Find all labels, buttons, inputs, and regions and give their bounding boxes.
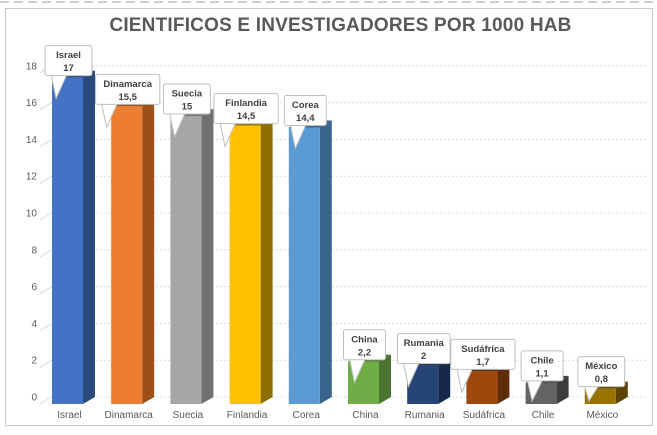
x-axis-label-china: China: [352, 410, 379, 421]
bar-side-face: [438, 358, 451, 404]
callout-value: 2,2: [358, 347, 371, 358]
x-axis-label-suecia: Suecia: [173, 410, 204, 421]
bar-front-face: [288, 127, 320, 405]
callout-box: [450, 338, 516, 370]
bar-suecia: [170, 109, 214, 404]
y-axis: 0 2 4 6 8 10 12 14 16 18: [26, 61, 38, 403]
bar-side-face: [556, 375, 569, 404]
callout-box: [396, 333, 451, 365]
bar-side-face: [615, 381, 628, 404]
data-label-finlandia: Finlandia 14,5: [213, 93, 279, 149]
bar-side-face: [497, 364, 510, 404]
callout-value: 2: [421, 351, 426, 362]
bar-front-face: [170, 116, 202, 404]
callout-category: China: [351, 334, 378, 345]
x-axis-label-chile: Chile: [532, 410, 555, 421]
gridline-diagonal: [39, 396, 53, 405]
bar-side-face: [319, 120, 332, 405]
callout-category: Sudáfrica: [461, 344, 505, 355]
x-axis-label-israel: Israel: [57, 410, 81, 421]
bar-finlandia: [229, 118, 273, 404]
callout-category: México: [585, 361, 617, 372]
bar-front-face: [466, 371, 498, 404]
callout-category: Rumania: [404, 338, 445, 349]
y-axis-tick-10: 10: [26, 209, 38, 220]
x-axis: Israel Dinamarca Suecia Finlandia Corea China…: [57, 410, 618, 421]
callout-category: Suecia: [172, 89, 203, 100]
callout-box: [44, 45, 93, 77]
gridline-diagonal: [39, 322, 53, 331]
y-axis-tick-2: 2: [31, 356, 37, 367]
data-label-china: China 2,2: [343, 329, 386, 385]
gridline-diagonal: [39, 175, 53, 184]
bar-side-face: [83, 70, 95, 404]
bar-side-face: [260, 118, 273, 404]
data-label-suecia: Suecia 15: [163, 83, 211, 139]
worksheet-gridline: [0, 1, 657, 3]
bar-israel: [52, 70, 95, 404]
callout-category: Israel: [56, 50, 81, 61]
callout-category: Finlandia: [225, 98, 267, 109]
callout-category: Dinamarca: [103, 79, 152, 90]
x-axis-label-sudafrica: Sudáfrica: [463, 410, 506, 421]
callout-value: 15,5: [118, 92, 137, 103]
y-axis-tick-12: 12: [26, 172, 38, 183]
callout-value: 15: [182, 102, 193, 113]
bar-side-face: [142, 99, 155, 405]
callout-category: Corea: [292, 100, 320, 111]
bar-front-face: [111, 106, 143, 405]
y-axis-tick-14: 14: [26, 135, 38, 146]
callout-box: [520, 350, 564, 382]
bar-sudafrica: [466, 364, 510, 404]
chart-title: CIENTIFICOS E INVESTIGADORES POR 1000 HA…: [109, 15, 572, 36]
bar-front-face: [229, 125, 261, 404]
callout-box: [577, 356, 626, 388]
data-label-chile: Chile 1,1: [520, 350, 564, 403]
gridline-diagonal: [39, 138, 53, 147]
callout-box: [343, 329, 386, 361]
data-label-sudafrica: Sudáfrica 1,7: [450, 338, 516, 394]
y-axis-tick-6: 6: [31, 282, 37, 293]
callout-value: 14,5: [237, 111, 256, 122]
y-axis-tick-16: 16: [26, 98, 38, 109]
callout-value: 1,1: [535, 368, 549, 379]
y-axis-tick-8: 8: [31, 245, 37, 256]
callout-category: Chile: [530, 355, 553, 366]
gridline-diagonal: [39, 249, 53, 258]
data-label-dinamarca: Dinamarca 15,5: [95, 73, 161, 130]
y-axis-tick-18: 18: [26, 61, 38, 72]
gridline-diagonal: [39, 102, 53, 111]
callout-value: 0,8: [595, 374, 608, 385]
callout-value: 14,4: [296, 113, 315, 124]
bar-corea: [288, 120, 332, 405]
data-label-rumania: Rumania 2: [396, 333, 451, 389]
gridline-diagonal: [39, 359, 53, 368]
bar-side-face: [379, 354, 391, 404]
bar-dinamarca: [111, 99, 155, 405]
callout-box: [163, 83, 211, 115]
data-label-mexico: México 0,8: [577, 356, 626, 403]
bar-side-face: [201, 109, 214, 404]
x-axis-label-corea: Corea: [293, 410, 321, 421]
callout-box: [283, 95, 327, 127]
callout-box: [213, 93, 279, 125]
callout-value: 17: [63, 63, 74, 74]
x-axis-label-mexico: México: [586, 410, 618, 421]
y-axis-tick-4: 4: [31, 319, 37, 330]
data-label-israel: Israel 17: [44, 45, 93, 101]
x-axis-label-finlandia: Finlandia: [227, 410, 268, 421]
callout-value: 1,7: [476, 357, 489, 368]
callout-box: [95, 73, 161, 105]
data-labels: Israel 17 Dinamarca 15,5 Suecia 15 Finlandia 14…: [44, 45, 626, 403]
gridline-diagonal: [39, 286, 53, 295]
x-axis-label-dinamarca: Dinamarca: [105, 410, 154, 421]
data-label-corea: Corea 14,4: [283, 95, 327, 151]
gridline-diagonal: [39, 212, 53, 221]
bar-front-face: [52, 77, 83, 404]
y-axis-tick-0: 0: [31, 393, 37, 404]
x-axis-label-rumania: Rumania: [405, 410, 445, 421]
